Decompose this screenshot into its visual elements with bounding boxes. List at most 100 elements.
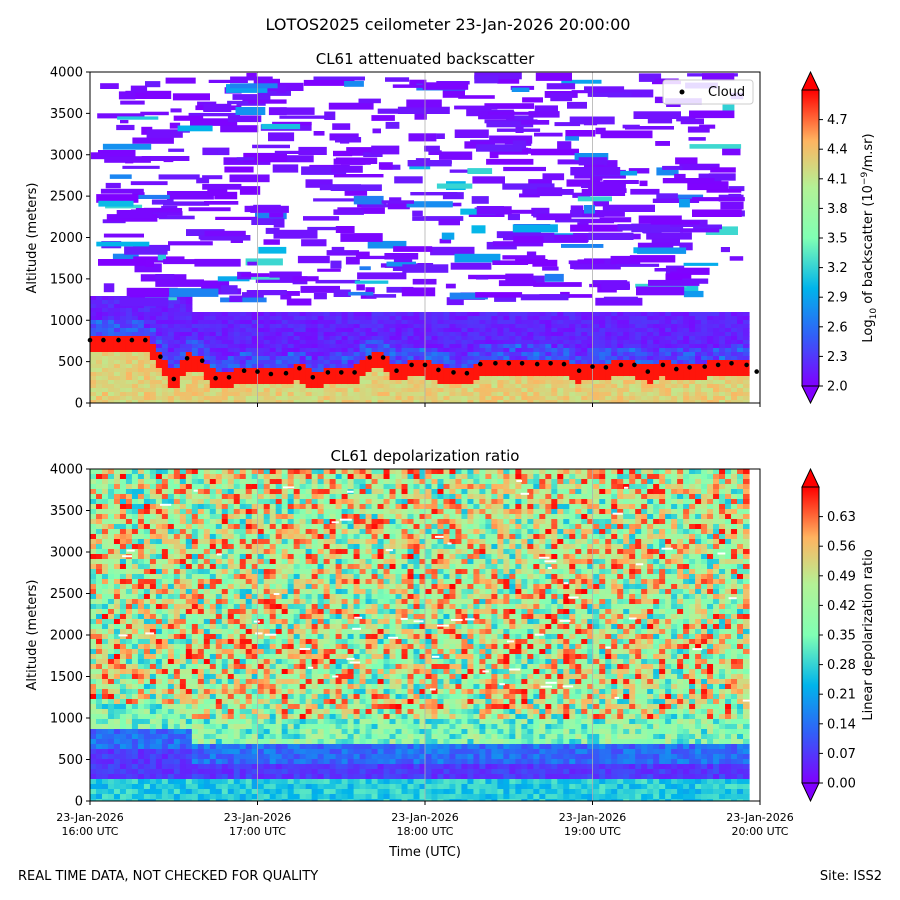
backscatter-cell — [677, 344, 684, 349]
backscatter-cell — [251, 380, 259, 385]
depolarization-cell — [143, 729, 151, 735]
depolarization-cell — [101, 759, 109, 765]
backscatter-noise — [263, 239, 280, 245]
backscatter-cell — [353, 316, 361, 321]
depolarization-cell — [167, 529, 175, 535]
backscatter-noise — [273, 229, 318, 239]
backscatter-cell — [731, 384, 738, 389]
depolarization-cell — [113, 699, 121, 705]
backscatter-cell — [725, 352, 732, 357]
depolarization-cell — [107, 484, 115, 490]
backscatter-noise — [335, 137, 362, 143]
depolarization-cell — [137, 689, 145, 695]
depolarization-cell — [215, 514, 223, 520]
backscatter-cell — [293, 344, 301, 349]
depolarization-cell — [101, 794, 109, 800]
depolarization-cell — [131, 499, 139, 505]
depolarization-cell — [227, 534, 235, 540]
backscatter-cell — [449, 336, 457, 341]
depolarization-cell — [203, 504, 211, 510]
backscatter-cell — [179, 316, 187, 321]
backscatter-cell — [305, 400, 313, 403]
backscatter-cell — [551, 400, 558, 403]
backscatter-cell — [599, 328, 606, 333]
backscatter-cell — [671, 392, 678, 397]
depolarization-cell — [185, 524, 193, 530]
depolarization-cell — [113, 799, 121, 801]
depolarization-cell — [137, 589, 145, 595]
depolarization-cell — [167, 574, 175, 580]
backscatter-cell — [317, 388, 325, 393]
depolarization-cell — [155, 684, 163, 690]
backscatter-cell — [107, 384, 115, 389]
depolarization-cell — [221, 724, 229, 730]
depolarization-cell — [179, 564, 187, 570]
depolarization-cell — [173, 594, 181, 600]
depolarization-cell — [125, 799, 133, 801]
backscatter-cell — [473, 400, 481, 403]
backscatter-cell — [239, 324, 247, 329]
backscatter-cell — [743, 376, 750, 381]
backscatter-noise — [648, 279, 700, 286]
backscatter-cell — [407, 336, 415, 341]
backscatter-cell — [113, 352, 121, 357]
backscatter-cell — [557, 316, 564, 321]
backscatter-cell — [335, 392, 343, 397]
backscatter-cell — [605, 316, 612, 321]
depolarization-cell — [197, 799, 205, 801]
depolarization-cell — [233, 534, 241, 540]
depolarization-cell — [215, 654, 223, 660]
backscatter-colorbar-label: Log10 of backscatter (10−9/m.sr) — [860, 133, 879, 342]
depolarization-cell — [227, 714, 235, 720]
backscatter-cell — [281, 316, 289, 321]
backscatter-cell — [599, 336, 606, 341]
cloud-marker — [687, 365, 692, 370]
depolarization-cell — [215, 799, 223, 801]
depolarization-cell — [167, 794, 175, 800]
backscatter-cell — [383, 400, 391, 403]
backscatter-cell — [683, 328, 690, 333]
depolarization-cell — [143, 799, 151, 801]
backscatter-cell — [533, 336, 540, 341]
backscatter-cell — [587, 312, 594, 317]
depolarization-cell — [179, 679, 187, 685]
depolarization-cell — [209, 544, 217, 550]
backscatter-cell — [563, 344, 570, 349]
backscatter-cell — [647, 392, 654, 397]
backscatter-cell — [317, 320, 325, 325]
depolarization-cell — [161, 789, 169, 795]
backscatter-cell — [491, 400, 498, 403]
backscatter-cell — [593, 316, 600, 321]
backscatter-noise — [641, 92, 651, 97]
backscatter-cell — [287, 312, 295, 317]
depolarization-cell — [149, 549, 157, 555]
depolarization-cell — [209, 759, 217, 765]
backscatter-cell — [401, 368, 409, 373]
backscatter-cell — [575, 364, 582, 369]
depolarization-cell — [227, 729, 235, 735]
depolarization-cell — [101, 664, 109, 670]
backscatter-cell — [113, 324, 121, 329]
depolarization-cell — [107, 639, 115, 645]
backscatter-cell — [503, 360, 510, 365]
backscatter-cell — [173, 360, 181, 365]
backscatter-noise — [476, 144, 522, 152]
backscatter-cell — [161, 304, 169, 309]
depolarization-cell — [233, 734, 241, 740]
backscatter-cell — [191, 320, 199, 325]
depolarization-cell — [119, 699, 127, 705]
depolarization-cell — [101, 639, 109, 645]
depolarization-cell — [101, 634, 109, 640]
depolarization-cell — [101, 504, 109, 510]
backscatter-cell — [611, 384, 618, 389]
depolarization-cell — [191, 524, 199, 530]
backscatter-cell — [605, 392, 612, 397]
backscatter-cell — [317, 336, 325, 341]
backscatter-noise — [554, 122, 581, 127]
backscatter-cell — [95, 324, 103, 329]
backscatter-cell — [437, 348, 445, 353]
backscatter-cell — [431, 340, 439, 345]
backscatter-cell — [143, 336, 151, 341]
backscatter-noise — [572, 192, 591, 198]
backscatter-cell — [425, 400, 433, 403]
